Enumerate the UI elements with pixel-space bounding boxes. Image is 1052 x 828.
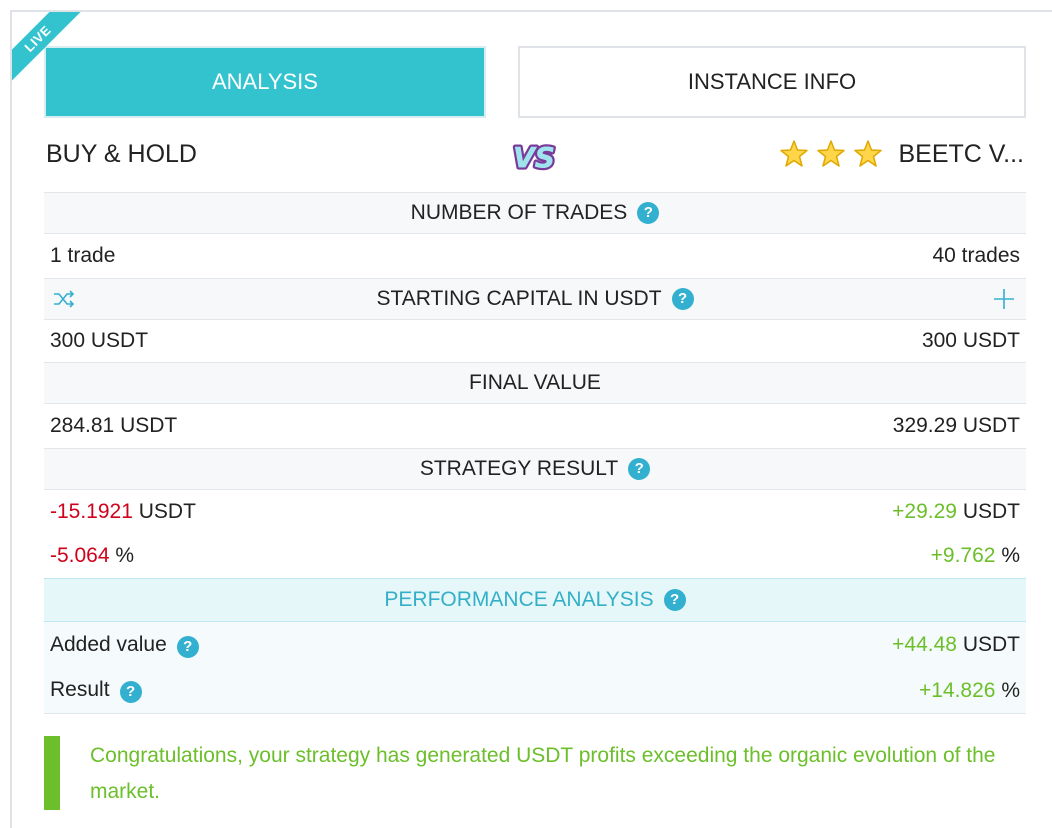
result-value-unit: % <box>1001 678 1020 702</box>
result-right-pct-unit: % <box>1001 544 1020 567</box>
performance-title: PERFORMANCE ANALYSIS <box>384 588 654 611</box>
trades-left: 1 trade <box>50 244 116 267</box>
shuffle-icon[interactable] <box>52 289 76 309</box>
tab-analysis[interactable]: ANALYSIS <box>44 46 486 118</box>
result-right-pct: +9.762 % <box>931 544 1020 568</box>
help-icon[interactable]: ? <box>671 288 694 310</box>
added-value-row: Added value? +44.48 USDT <box>44 622 1026 668</box>
result-right-pct-value: +9.762 <box>930 544 996 567</box>
result-right-usdt: +29.29 USDT <box>892 500 1020 524</box>
trades-row: 1 trade 40 trades <box>44 234 1026 278</box>
strategy-side: BEETC V... <box>779 134 1024 174</box>
final-value-title: FINAL VALUE <box>469 371 601 394</box>
result-right-value: +29.29 <box>892 500 957 523</box>
star-icon <box>780 140 809 167</box>
final-value-right: 329.29 USDT <box>892 414 1020 437</box>
capital-title: STARTING CAPITAL IN USDT <box>376 287 662 310</box>
capital-row: 300 USDT 300 USDT <box>44 320 1026 362</box>
help-icon[interactable]: ? <box>119 681 142 703</box>
capital-right: 300 USDT <box>921 329 1020 352</box>
result-pct-row: -5.064 % +9.762 % <box>44 534 1026 578</box>
added-value-label: Added value <box>50 632 167 656</box>
svg-text:VS: VS <box>513 141 555 174</box>
result-left-pct: -5.064 % <box>50 544 134 568</box>
trades-right: 40 trades <box>932 244 1020 267</box>
result-left-usdt: -15.1921 USDT <box>50 500 196 524</box>
trades-header: NUMBER OF TRADES ? <box>44 192 1026 234</box>
result-left-value: -15.1921 <box>50 500 133 523</box>
result-row: Result? +14.826 % <box>44 668 1026 714</box>
star-icon <box>817 140 846 167</box>
help-icon[interactable]: ? <box>663 589 686 611</box>
versus-icon: VS VS <box>511 139 558 177</box>
plus-icon[interactable] <box>992 287 1016 311</box>
success-message: Congratulations, your strategy has gener… <box>44 736 1004 810</box>
star-icon <box>854 140 883 167</box>
result-left-pct-unit: % <box>115 544 135 567</box>
performance-header: PERFORMANCE ANALYSIS ? <box>44 578 1026 622</box>
tab-bar: ANALYSIS INSTANCE INFO <box>44 46 1026 118</box>
comparison-header: BUY & HOLD VS VS BEETC V... <box>44 132 1026 182</box>
tab-instance-info[interactable]: INSTANCE INFO <box>518 46 1026 118</box>
added-value: +44.48 USDT <box>892 633 1020 657</box>
strategy-name[interactable]: BEETC V... <box>898 139 1024 168</box>
trades-title: NUMBER OF TRADES <box>410 201 628 224</box>
result-value: +14.826 % <box>919 679 1020 703</box>
final-value-row: 284.81 USDT 329.29 USDT <box>44 404 1026 448</box>
result-label: Result <box>50 678 110 701</box>
help-icon[interactable]: ? <box>176 635 199 658</box>
help-icon[interactable]: ? <box>637 202 660 224</box>
live-label: LIVE <box>21 22 54 55</box>
comparison-table: NUMBER OF TRADES ? 1 trade 40 trades STA… <box>44 192 1026 714</box>
result-value-number: +14.826 <box>918 678 996 702</box>
svg-text:VS: VS <box>513 141 555 174</box>
added-value-number: +44.48 <box>892 633 957 656</box>
result-left-unit: USDT <box>138 500 196 523</box>
added-value-label-group: Added value? <box>50 633 199 658</box>
result-usdt-row: -15.1921 USDT +29.29 USDT <box>44 490 1026 534</box>
capital-left: 300 USDT <box>50 329 149 352</box>
result-right-unit: USDT <box>962 500 1020 523</box>
result-label-group: Result? <box>50 678 142 703</box>
capital-header: STARTING CAPITAL IN USDT ? <box>44 278 1026 320</box>
help-icon[interactable]: ? <box>628 458 651 480</box>
strategy-result-title: STRATEGY RESULT <box>419 457 619 480</box>
strategy-result-header: STRATEGY RESULT ? <box>44 448 1026 490</box>
buy-and-hold-label: BUY & HOLD <box>46 140 197 168</box>
added-value-unit: USDT <box>962 633 1020 656</box>
final-value-left: 284.81 USDT <box>50 414 178 437</box>
live-ribbon: LIVE <box>12 12 92 92</box>
final-value-header: FINAL VALUE <box>44 362 1026 404</box>
result-left-pct-value: -5.064 <box>50 544 110 567</box>
